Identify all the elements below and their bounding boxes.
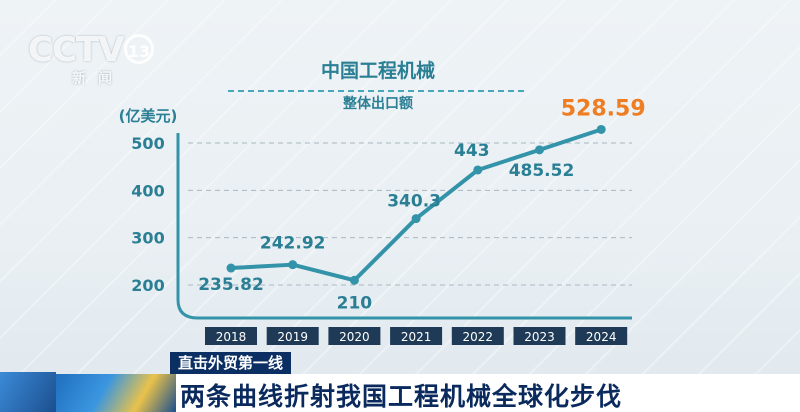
- chart-title: 中国工程机械: [321, 59, 435, 82]
- data-label: 235.82: [198, 275, 264, 295]
- x-tick-label: 2018: [216, 330, 247, 344]
- data-point: [226, 263, 236, 273]
- logo-news-text: 新闻: [72, 71, 124, 87]
- data-point: [411, 214, 421, 224]
- x-tick-label: 2024: [586, 330, 617, 344]
- data-point: [473, 165, 483, 175]
- x-tick-label: 2019: [277, 330, 308, 344]
- y-tick-label: 500: [131, 134, 164, 153]
- x-tick-label: 2022: [463, 330, 494, 344]
- x-tick-box: [575, 327, 628, 345]
- x-tick-box: [205, 327, 257, 345]
- headline-text: 两条曲线折射我国工程机械全球化步伐: [180, 382, 623, 411]
- data-point: [349, 275, 359, 285]
- y-tick-layer: 200 300 400 500: [131, 134, 164, 295]
- x-tick-layer: 2018 2019 2020 2021 2022 2023 2024: [205, 327, 628, 345]
- x-tick-box: [513, 327, 566, 345]
- x-tick-box: [390, 327, 443, 345]
- x-tick-box: [266, 327, 319, 345]
- data-label-layer: 235.82 242.92 210 340.3 443 485.52 528.59: [198, 96, 645, 313]
- highlight-value-label: 528.59: [561, 96, 646, 121]
- data-label: 340.3: [387, 192, 441, 212]
- y-tick-label: 400: [131, 181, 164, 200]
- chart-subtitle: 整体出口额: [342, 95, 413, 112]
- headline-thumbnail: [56, 374, 176, 412]
- x-tick-box: [451, 327, 504, 345]
- channel-logo: CCTV 13 新闻: [28, 30, 154, 90]
- x-tick-box: [328, 327, 381, 345]
- logo-cctv-text: CCTV: [28, 30, 124, 70]
- x-tick-label: 2023: [524, 330, 555, 344]
- headline-left-accent: [0, 372, 56, 412]
- x-tick-label: 2020: [339, 330, 370, 344]
- segment-tag: 直击外贸第一线: [170, 352, 292, 374]
- data-label: 443: [454, 141, 490, 161]
- data-label: 485.52: [509, 161, 575, 181]
- data-point: [288, 260, 298, 270]
- data-label: 242.92: [260, 234, 326, 254]
- y-axis-unit-label: (亿美元): [119, 107, 178, 125]
- series-layer: [226, 124, 606, 285]
- data-label: 210: [337, 293, 373, 313]
- logo-channel-number: 13: [124, 34, 154, 64]
- y-axis-line: [176, 133, 632, 320]
- x-tick-label: 2021: [401, 330, 432, 344]
- y-tick-label: 300: [131, 229, 164, 248]
- data-point: [535, 145, 544, 155]
- data-point: [596, 124, 606, 134]
- headline-bar: 两条曲线折射我国工程机械全球化步伐: [56, 374, 800, 412]
- y-tick-label: 200: [131, 276, 164, 295]
